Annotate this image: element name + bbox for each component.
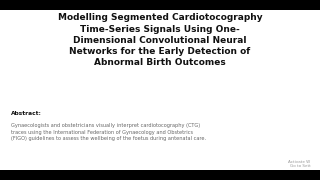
Text: Activate W
Go to Sett: Activate W Go to Sett	[288, 160, 310, 168]
Text: Abstract:: Abstract:	[11, 111, 42, 116]
Text: Modelling Segmented Cardiotocography
Time-Series Signals Using One-
Dimensional : Modelling Segmented Cardiotocography Tim…	[58, 14, 262, 67]
FancyBboxPatch shape	[0, 10, 320, 170]
Text: Gynaecologists and obstetricians visually interpret cardiotocography (CTG)
trace: Gynaecologists and obstetricians visuall…	[11, 123, 206, 141]
